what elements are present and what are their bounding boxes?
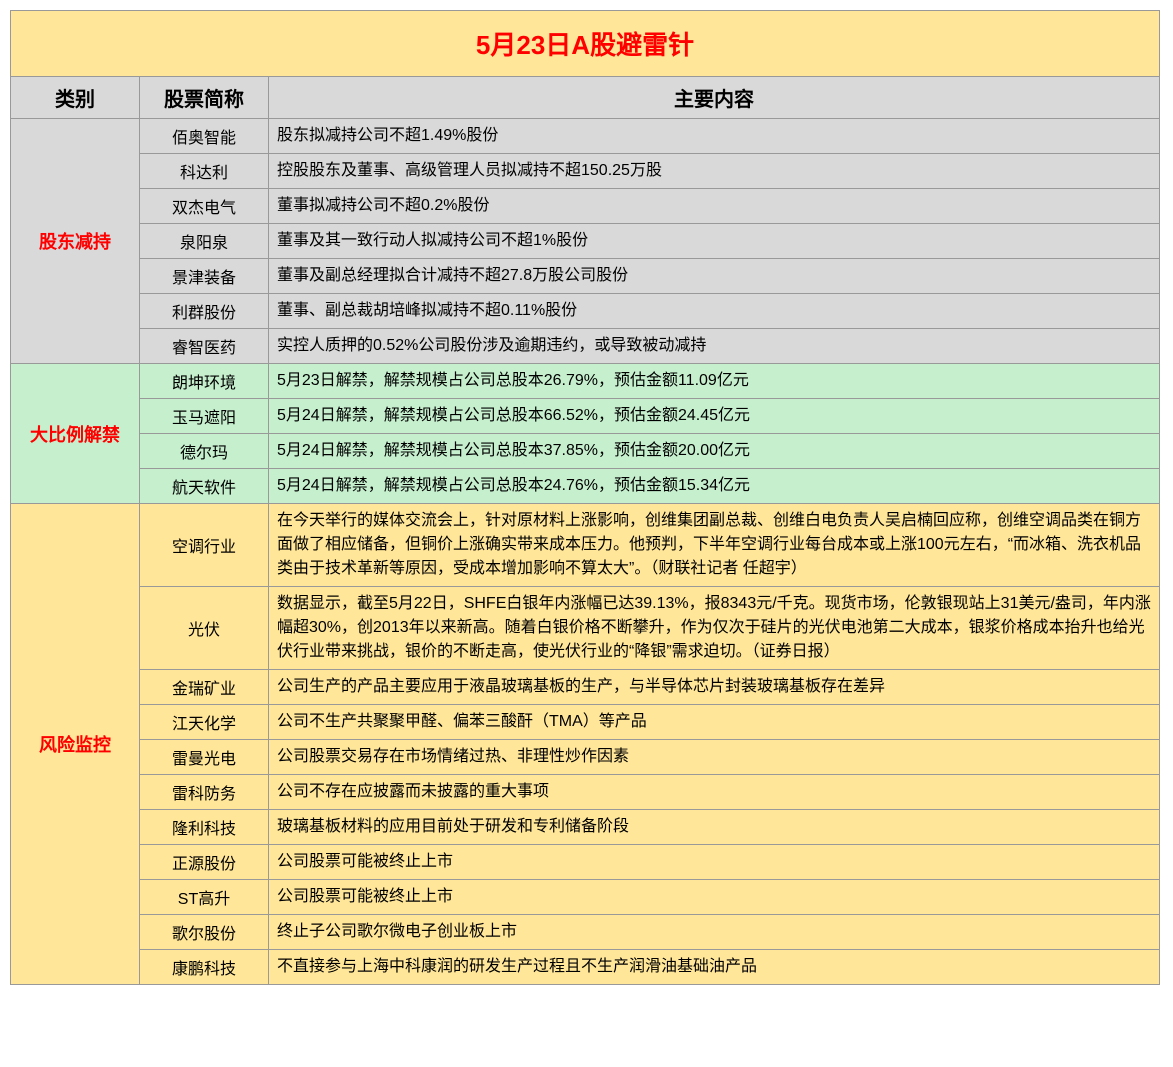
stock-cell: 雷曼光电 [140,740,269,775]
header-row: 类别 股票简称 主要内容 [11,77,1160,119]
table-row: 雷曼光电公司股票交易存在市场情绪过热、非理性炒作因素 [11,740,1160,775]
content-cell: 5月24日解禁，解禁规模占公司总股本24.76%，预估金额15.34亿元 [269,469,1160,504]
stock-cell: 佰奥智能 [140,119,269,154]
stock-cell: 康鹏科技 [140,950,269,985]
table-row: 科达利控股股东及董事、高级管理人员拟减持不超150.25万股 [11,154,1160,189]
stock-cell: 隆利科技 [140,810,269,845]
content-cell: 不直接参与上海中科康润的研发生产过程且不生产润滑油基础油产品 [269,950,1160,985]
category-cell: 风险监控 [11,504,140,985]
table-row: 泉阳泉董事及其一致行动人拟减持公司不超1%股份 [11,224,1160,259]
table-row: 大比例解禁朗坤环境5月23日解禁，解禁规模占公司总股本26.79%，预估金额11… [11,364,1160,399]
table-row: 德尔玛5月24日解禁，解禁规模占公司总股本37.85%，预估金额20.00亿元 [11,434,1160,469]
table-row: 正源股份公司股票可能被终止上市 [11,845,1160,880]
content-cell: 董事、副总裁胡培峰拟减持不超0.11%股份 [269,294,1160,329]
content-cell: 控股股东及董事、高级管理人员拟减持不超150.25万股 [269,154,1160,189]
table-title: 5月23日A股避雷针 [11,11,1160,77]
stock-cell: 雷科防务 [140,775,269,810]
stock-cell: 朗坤环境 [140,364,269,399]
stock-cell: 泉阳泉 [140,224,269,259]
content-cell: 5月23日解禁，解禁规模占公司总股本26.79%，预估金额11.09亿元 [269,364,1160,399]
content-cell: 董事及其一致行动人拟减持公司不超1%股份 [269,224,1160,259]
table-row: 风险监控空调行业在今天举行的媒体交流会上，针对原材料上涨影响，创维集团副总裁、创… [11,504,1160,587]
stock-cell: 景津装备 [140,259,269,294]
content-cell: 数据显示，截至5月22日，SHFE白银年内涨幅已达39.13%，报8343元/千… [269,587,1160,670]
stock-cell: 空调行业 [140,504,269,587]
stock-cell: 睿智医药 [140,329,269,364]
table-row: 光伏数据显示，截至5月22日，SHFE白银年内涨幅已达39.13%，报8343元… [11,587,1160,670]
content-cell: 董事及副总经理拟合计减持不超27.8万股公司股份 [269,259,1160,294]
content-cell: 公司股票可能被终止上市 [269,880,1160,915]
table-row: ST高升公司股票可能被终止上市 [11,880,1160,915]
content-cell: 股东拟减持公司不超1.49%股份 [269,119,1160,154]
category-cell: 大比例解禁 [11,364,140,504]
header-stock: 股票简称 [140,77,269,119]
content-cell: 公司不生产共聚聚甲醛、偏苯三酸酐（TMA）等产品 [269,705,1160,740]
content-cell: 5月24日解禁，解禁规模占公司总股本66.52%，预估金额24.45亿元 [269,399,1160,434]
table-row: 隆利科技玻璃基板材料的应用目前处于研发和专利储备阶段 [11,810,1160,845]
table-row: 睿智医药实控人质押的0.52%公司股份涉及逾期违约，或导致被动减持 [11,329,1160,364]
table-row: 雷科防务公司不存在应披露而未披露的重大事项 [11,775,1160,810]
category-cell: 股东减持 [11,119,140,364]
table-row: 双杰电气董事拟减持公司不超0.2%股份 [11,189,1160,224]
stock-cell: 双杰电气 [140,189,269,224]
content-cell: 公司股票交易存在市场情绪过热、非理性炒作因素 [269,740,1160,775]
header-content: 主要内容 [269,77,1160,119]
stock-cell: 江天化学 [140,705,269,740]
stock-cell: 科达利 [140,154,269,189]
risk-table: 5月23日A股避雷针 类别 股票简称 主要内容 股东减持佰奥智能股东拟减持公司不… [10,10,1160,985]
table-row: 玉马遮阳5月24日解禁，解禁规模占公司总股本66.52%，预估金额24.45亿元 [11,399,1160,434]
table-row: 歌尔股份终止子公司歌尔微电子创业板上市 [11,915,1160,950]
content-cell: 公司不存在应披露而未披露的重大事项 [269,775,1160,810]
table-row: 景津装备董事及副总经理拟合计减持不超27.8万股公司股份 [11,259,1160,294]
table-row: 股东减持佰奥智能股东拟减持公司不超1.49%股份 [11,119,1160,154]
table-row: 航天软件5月24日解禁，解禁规模占公司总股本24.76%，预估金额15.34亿元 [11,469,1160,504]
stock-cell: ST高升 [140,880,269,915]
stock-cell: 德尔玛 [140,434,269,469]
stock-cell: 航天软件 [140,469,269,504]
content-cell: 公司生产的产品主要应用于液晶玻璃基板的生产，与半导体芯片封装玻璃基板存在差异 [269,670,1160,705]
stock-cell: 歌尔股份 [140,915,269,950]
title-row: 5月23日A股避雷针 [11,11,1160,77]
header-category: 类别 [11,77,140,119]
table-row: 利群股份董事、副总裁胡培峰拟减持不超0.11%股份 [11,294,1160,329]
content-cell: 实控人质押的0.52%公司股份涉及逾期违约，或导致被动减持 [269,329,1160,364]
content-cell: 在今天举行的媒体交流会上，针对原材料上涨影响，创维集团副总裁、创维白电负责人吴启… [269,504,1160,587]
stock-cell: 玉马遮阳 [140,399,269,434]
content-cell: 董事拟减持公司不超0.2%股份 [269,189,1160,224]
stock-cell: 正源股份 [140,845,269,880]
content-cell: 5月24日解禁，解禁规模占公司总股本37.85%，预估金额20.00亿元 [269,434,1160,469]
table-row: 金瑞矿业公司生产的产品主要应用于液晶玻璃基板的生产，与半导体芯片封装玻璃基板存在… [11,670,1160,705]
content-cell: 终止子公司歌尔微电子创业板上市 [269,915,1160,950]
stock-cell: 利群股份 [140,294,269,329]
table-row: 康鹏科技不直接参与上海中科康润的研发生产过程且不生产润滑油基础油产品 [11,950,1160,985]
table-row: 江天化学公司不生产共聚聚甲醛、偏苯三酸酐（TMA）等产品 [11,705,1160,740]
stock-cell: 光伏 [140,587,269,670]
content-cell: 公司股票可能被终止上市 [269,845,1160,880]
content-cell: 玻璃基板材料的应用目前处于研发和专利储备阶段 [269,810,1160,845]
stock-cell: 金瑞矿业 [140,670,269,705]
